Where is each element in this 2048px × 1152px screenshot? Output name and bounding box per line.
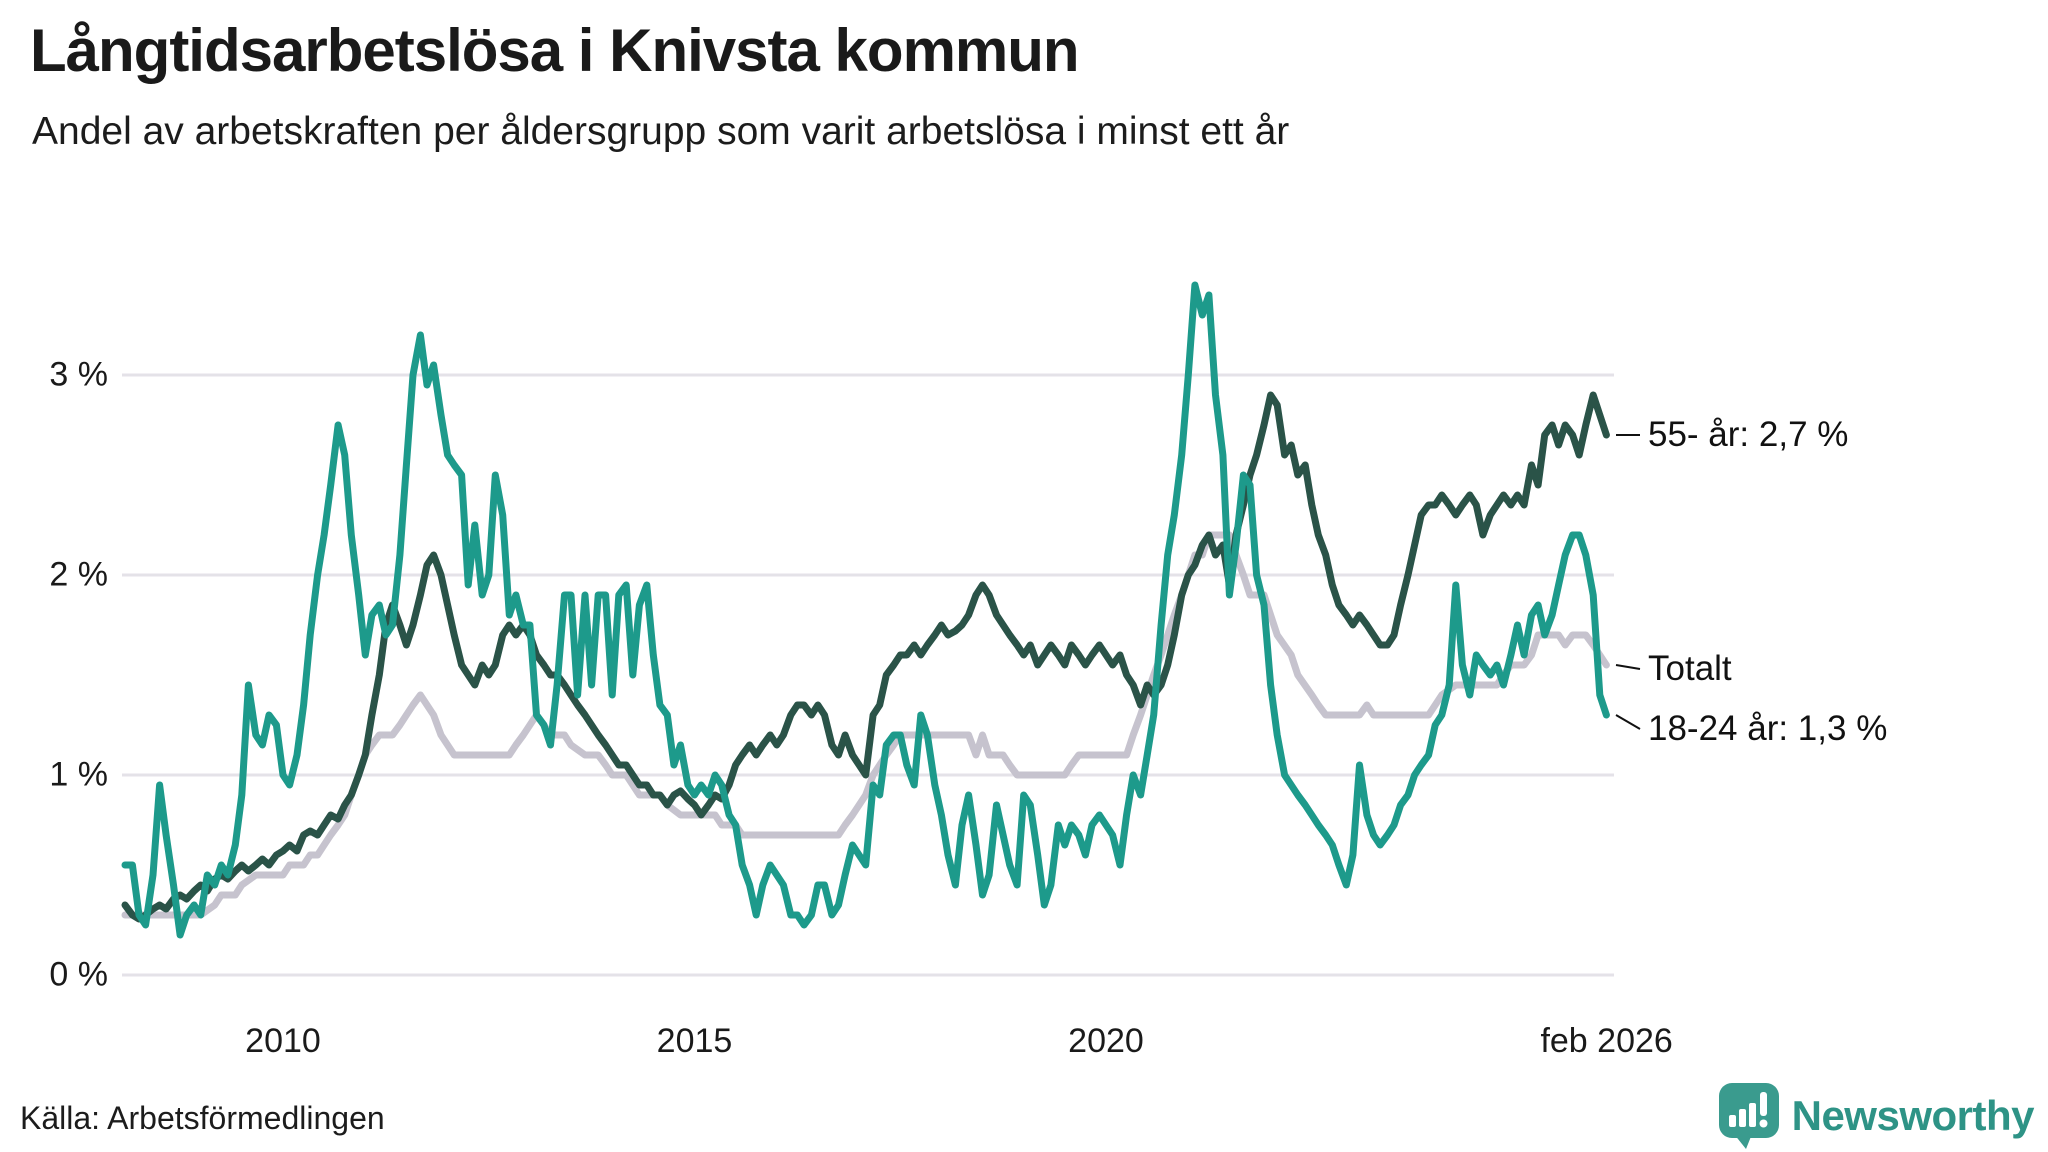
series-end-label-Totalt: Totalt	[1648, 649, 1732, 688]
y-tick-3pct: 3 %	[49, 355, 108, 394]
newsworthy-logo-text: Newsworthy	[1791, 1092, 2035, 1139]
series-line-18-24-r	[121, 281, 1610, 939]
y-tick-1pct: 1 %	[49, 755, 108, 794]
source-note: Källa: Arbetsförmedlingen	[20, 1100, 385, 1136]
series-end-label-55-r: 55- år: 2,7 %	[1648, 415, 1849, 454]
x-tick-feb-2026: feb 2026	[1540, 1022, 1673, 1060]
label-connector	[1615, 714, 1641, 730]
y-tick-2pct: 2 %	[49, 555, 108, 594]
x-tick-2020: 2020	[1068, 1022, 1144, 1060]
series-end-label-18-24-r: 18-24 år: 1,3 %	[1648, 709, 1888, 748]
series-line-Totalt	[121, 531, 1610, 919]
page-title: Långtidsarbetslösa i Knivsta kommun	[30, 17, 1080, 84]
newsworthy-logo: Newsworthy	[1718, 1082, 2035, 1150]
x-tick-2015: 2015	[656, 1022, 733, 1060]
page-subtitle: Andel av arbetskraften per åldersgrupp s…	[32, 110, 1290, 153]
series-line-55-r	[121, 391, 1610, 923]
y-tick-0pct: 0 %	[49, 955, 108, 994]
newsworthy-logo-icon	[1718, 1083, 1779, 1149]
x-tick-2010: 2010	[245, 1022, 321, 1060]
label-connector	[1615, 664, 1641, 670]
